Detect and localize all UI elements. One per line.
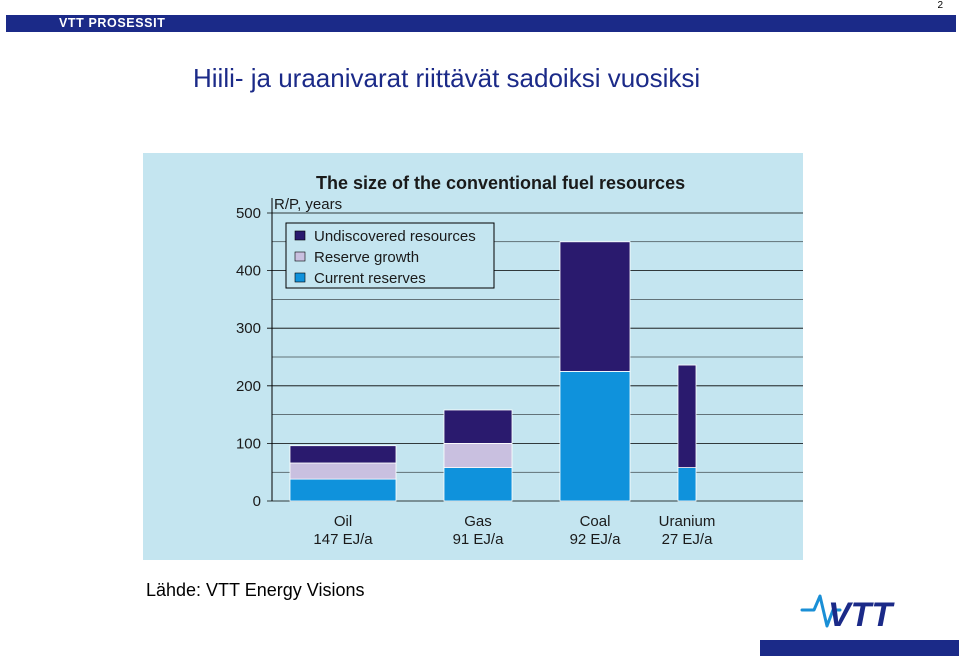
page-number: 2 <box>937 0 943 11</box>
legend-label-reserve-growth: Reserve growth <box>314 249 419 266</box>
y-tick-label-100: 100 <box>236 435 261 452</box>
legend-box <box>285 222 495 289</box>
bar-coal-current-reserves <box>559 370 631 502</box>
x-sublabel-uranium: 27 EJ/a <box>662 531 714 548</box>
y-axis-label: R/P, years <box>274 196 342 213</box>
chart-title: The size of the conventional fuel resour… <box>316 173 685 193</box>
x-sublabel-coal: 92 EJ/a <box>570 531 622 548</box>
footer-bar <box>760 640 959 656</box>
bar-gas-undiscovered-resources <box>443 409 513 444</box>
x-tick-label-coal: Coal <box>580 513 611 530</box>
y-tick-label-300: 300 <box>236 320 261 337</box>
y-tick-label-0: 0 <box>253 493 261 510</box>
y-tick-label-500: 500 <box>236 205 261 222</box>
legend-label-current-reserves: Current reserves <box>314 270 426 287</box>
vtt-wave-logo: VTT <box>800 588 920 639</box>
x-sublabel-oil: 147 EJ/a <box>313 531 373 548</box>
x-tick-label-uranium: Uranium <box>659 513 716 530</box>
bar-oil-reserve-growth <box>289 462 397 480</box>
bar-uranium-current-reserves <box>677 467 697 502</box>
logo-text: VTT <box>828 596 895 634</box>
stacked-bar-chart: The size of the conventional fuel resour… <box>236 173 803 548</box>
bar-gas-current-reserves <box>443 467 513 502</box>
legend-swatch-undiscovered-resources <box>294 230 306 241</box>
source-note: Lähde: VTT Energy Visions <box>146 580 365 600</box>
x-tick-label-gas: Gas <box>464 513 492 530</box>
chart-panel: The size of the conventional fuel resour… <box>143 153 803 560</box>
slide-title: Hiili- ja uraanivarat riittävät sadoiksi… <box>193 63 701 93</box>
header-bar: VTT PROSESSIT <box>6 15 956 32</box>
bar-uranium-undiscovered-resources <box>677 364 697 468</box>
bar-gas-reserve-growth <box>443 442 513 468</box>
bar-oil-undiscovered-resources <box>289 445 397 464</box>
bar-coal-undiscovered-resources <box>559 241 631 372</box>
legend-swatch-reserve-growth <box>294 251 306 262</box>
legend-swatch-current-reserves <box>294 272 306 283</box>
legend-label-undiscovered-resources: Undiscovered resources <box>314 228 476 245</box>
vtt-logo-icon: VTT <box>800 594 895 634</box>
y-tick-label-200: 200 <box>236 378 261 395</box>
header-brand: VTT PROSESSIT <box>59 16 166 30</box>
y-tick-label-400: 400 <box>236 263 261 280</box>
x-sublabel-gas: 91 EJ/a <box>453 531 505 548</box>
x-tick-label-oil: Oil <box>334 513 352 530</box>
bar-oil-current-reserves <box>289 478 397 502</box>
